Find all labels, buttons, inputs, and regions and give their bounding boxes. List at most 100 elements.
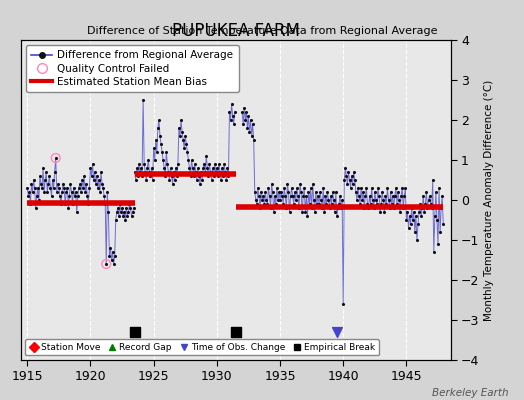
Point	[58, 189, 66, 195]
Point	[222, 177, 231, 183]
Point	[326, 193, 335, 199]
Point	[335, 201, 343, 207]
Point	[415, 209, 423, 215]
Point	[294, 193, 302, 199]
Point	[25, 189, 34, 195]
Point	[398, 185, 407, 191]
Point	[336, 193, 344, 199]
Point	[298, 209, 307, 215]
Point	[342, 173, 351, 179]
Point	[402, 217, 411, 223]
Point	[212, 169, 220, 175]
Point	[30, 185, 39, 191]
Point	[429, 177, 437, 183]
Point	[189, 165, 197, 171]
Point	[244, 113, 253, 119]
Point	[338, 197, 346, 203]
Point	[36, 173, 44, 179]
Point	[437, 205, 445, 211]
Point	[40, 189, 48, 195]
Legend: Station Move, Record Gap, Time of Obs. Change, Empirical Break: Station Move, Record Gap, Time of Obs. C…	[26, 339, 379, 356]
Point	[220, 161, 228, 167]
Point	[89, 161, 97, 167]
Point	[373, 201, 381, 207]
Point	[360, 205, 368, 211]
Point	[184, 157, 193, 163]
Point	[126, 205, 135, 211]
Point	[359, 189, 367, 195]
Point	[132, 177, 140, 183]
Point	[53, 181, 62, 187]
Point	[297, 189, 305, 195]
Point	[346, 185, 355, 191]
Point	[210, 173, 218, 179]
Point	[117, 209, 125, 215]
Point	[74, 193, 82, 199]
Point	[138, 173, 146, 179]
Point	[98, 181, 106, 187]
Point	[211, 161, 219, 167]
Point	[47, 193, 56, 199]
Point	[379, 197, 387, 203]
Point	[394, 189, 402, 195]
Point	[128, 209, 137, 215]
Point	[382, 201, 390, 207]
Point	[348, 181, 357, 187]
Point	[249, 137, 258, 143]
Point	[370, 189, 379, 195]
Point	[99, 185, 107, 191]
Point	[304, 189, 313, 195]
Y-axis label: Monthly Temperature Anomaly Difference (°C): Monthly Temperature Anomaly Difference (…	[484, 79, 494, 321]
Point	[307, 185, 315, 191]
Point	[315, 201, 323, 207]
Point	[380, 209, 388, 215]
Point	[90, 177, 98, 183]
Point	[376, 209, 384, 215]
Point	[232, 329, 240, 335]
Point	[172, 173, 181, 179]
Point	[262, 197, 270, 203]
Point	[27, 181, 36, 187]
Point	[374, 185, 382, 191]
Point	[227, 101, 236, 107]
Point	[393, 201, 401, 207]
Point	[300, 185, 309, 191]
Point	[269, 209, 278, 215]
Point	[37, 181, 45, 187]
Point	[115, 213, 123, 219]
Point	[169, 169, 178, 175]
Point	[430, 249, 438, 255]
Point	[199, 165, 208, 171]
Point	[401, 185, 410, 191]
Point	[248, 121, 257, 127]
Point	[305, 201, 314, 207]
Point	[413, 237, 421, 243]
Point	[309, 181, 317, 187]
Point	[405, 225, 413, 231]
Point	[329, 189, 337, 195]
Point	[242, 109, 250, 115]
Point	[333, 213, 341, 219]
Point	[328, 201, 336, 207]
Point	[154, 125, 162, 131]
Point	[288, 185, 296, 191]
Point	[375, 193, 383, 199]
Point	[364, 205, 373, 211]
Point	[65, 193, 73, 199]
Point	[139, 97, 147, 103]
Point	[295, 205, 303, 211]
Point	[69, 185, 78, 191]
Point	[282, 205, 290, 211]
Point	[76, 181, 84, 187]
Point	[385, 205, 394, 211]
Point	[350, 169, 358, 175]
Point	[406, 213, 414, 219]
Point	[122, 205, 130, 211]
Point	[239, 121, 247, 127]
Point	[157, 141, 165, 147]
Point	[368, 197, 377, 203]
Point	[198, 177, 206, 183]
Point	[427, 201, 435, 207]
Point	[331, 209, 339, 215]
Point	[63, 185, 71, 191]
